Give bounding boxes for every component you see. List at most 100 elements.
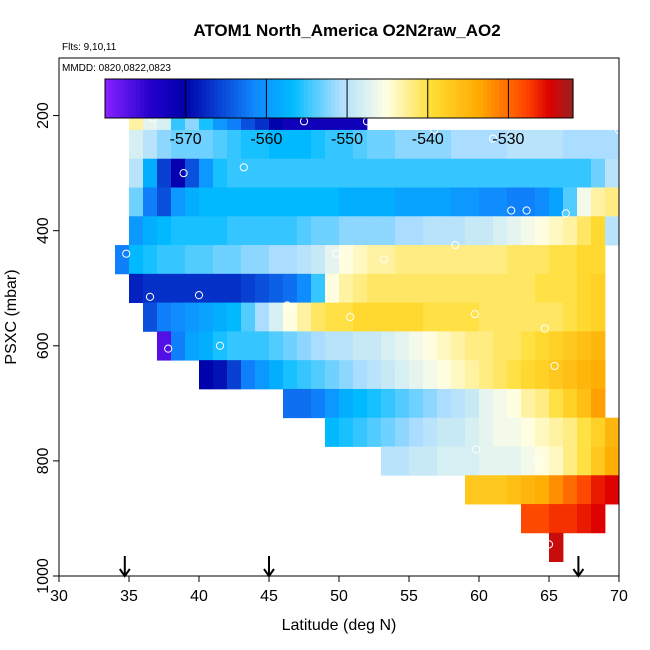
colorbar-segment	[331, 79, 336, 118]
heatmap-cell	[255, 331, 270, 361]
heatmap-cell	[157, 331, 172, 361]
colorbar-segment	[147, 79, 153, 118]
heatmap-cell	[311, 158, 326, 188]
colorbar-segment	[526, 79, 531, 118]
y-tick-label: 600	[35, 332, 52, 359]
heatmap-cell	[255, 302, 270, 332]
colorbar-segment	[327, 79, 332, 118]
colorbar-segment	[436, 79, 441, 118]
colorbar-segment	[479, 79, 484, 118]
colorbar-segment	[194, 79, 200, 118]
colorbar-ticks: -570 -560 -550 -540 -530	[170, 79, 525, 148]
heatmap-cell	[409, 331, 424, 361]
colorbar-segment	[401, 79, 406, 118]
heatmap-cell	[199, 158, 214, 188]
heatmap-cell	[199, 245, 214, 275]
heatmap-cell	[227, 129, 242, 160]
heatmap-cell	[549, 216, 564, 246]
colorbar-segment	[284, 79, 289, 118]
colorbar-segment	[459, 79, 465, 118]
heatmap-cell	[255, 187, 270, 217]
heatmap-cell	[409, 302, 424, 332]
heatmap-cell	[535, 273, 550, 304]
heatmap-cell	[395, 360, 410, 390]
colorbar-segment	[218, 79, 223, 118]
sample-point	[283, 301, 292, 310]
heatmap-cell	[297, 187, 312, 217]
heatmap-cell	[479, 216, 494, 246]
heatmap-cell	[213, 302, 228, 332]
heatmap-cell	[549, 158, 564, 188]
heatmap-cell	[549, 532, 564, 563]
heatmap-cells	[115, 101, 620, 563]
heatmap-cell	[465, 158, 480, 188]
heatmap-cell	[605, 446, 620, 476]
heatmap-cell	[437, 360, 452, 390]
heatmap-cell	[409, 360, 424, 390]
heatmap-cell	[493, 446, 508, 476]
heatmap-cell	[339, 273, 354, 304]
heatmap-cell	[605, 475, 620, 505]
heatmap-cell	[283, 302, 298, 332]
colorbar-segment	[116, 79, 122, 118]
heatmap-cell	[493, 158, 508, 188]
heatmap-cell	[381, 331, 396, 361]
heatmap-cell	[507, 331, 522, 361]
heatmap-cell	[255, 245, 270, 275]
heatmap-cell	[465, 360, 480, 390]
heatmap-cell	[409, 216, 424, 246]
heatmap-cell	[577, 187, 592, 217]
colorbar-segment	[537, 79, 543, 118]
heatmap-cell	[381, 245, 396, 275]
heatmap-cell	[185, 158, 200, 188]
heatmap-cell	[311, 331, 326, 361]
heatmap-cell	[479, 158, 494, 188]
colorbar-segment	[463, 79, 469, 118]
heatmap-cell	[311, 302, 326, 332]
heatmap-cell	[465, 331, 480, 361]
colorbar-segment	[510, 79, 516, 118]
heatmap-cell	[213, 360, 228, 390]
heatmap-cell	[507, 475, 522, 505]
heatmap-cell	[451, 245, 466, 275]
heatmap-cell	[521, 302, 536, 332]
heatmap-cell	[465, 129, 480, 160]
colorbar-segment	[565, 79, 570, 118]
heatmap-cell	[395, 388, 410, 419]
heatmap-cell	[591, 417, 606, 447]
heatmap-cell	[269, 273, 284, 304]
colorbar-segment	[417, 79, 422, 118]
colorbar-segment	[307, 79, 313, 118]
colorbar-segment	[214, 79, 219, 118]
heatmap-cell	[535, 216, 550, 246]
heatmap-cell	[535, 187, 550, 217]
heatmap-cell	[563, 446, 578, 476]
heatmap-cell	[423, 216, 438, 246]
y-axis-label: PSXC (mbar)	[3, 269, 20, 364]
heatmap-cell	[535, 475, 550, 505]
colorbar-segment	[288, 79, 293, 118]
heatmap-cell	[269, 245, 284, 275]
heatmap-cell	[591, 158, 606, 188]
heatmap-cell	[507, 129, 522, 160]
heatmap-cell	[381, 388, 396, 419]
colorbar-segment	[413, 79, 418, 118]
heatmap-cell	[395, 417, 410, 447]
heatmap-cell	[549, 446, 564, 476]
sample-point	[533, 456, 542, 465]
heatmap-cell	[241, 302, 256, 332]
heatmap-cell	[129, 245, 144, 275]
heatmap-cell	[591, 245, 606, 275]
heatmap-cell	[577, 245, 592, 275]
colorbar-segment	[276, 79, 282, 118]
heatmap-cell	[157, 302, 172, 332]
colorbar-segment	[179, 79, 184, 118]
heatmap-cell	[563, 360, 578, 390]
heatmap-cell	[213, 273, 228, 304]
heatmap-cell	[185, 129, 200, 160]
colorbar-segment	[561, 79, 566, 118]
heatmap-cell	[227, 187, 242, 217]
heatmap-cell	[493, 388, 508, 419]
heatmap-cell	[367, 245, 382, 275]
heatmap-cell	[451, 446, 466, 476]
